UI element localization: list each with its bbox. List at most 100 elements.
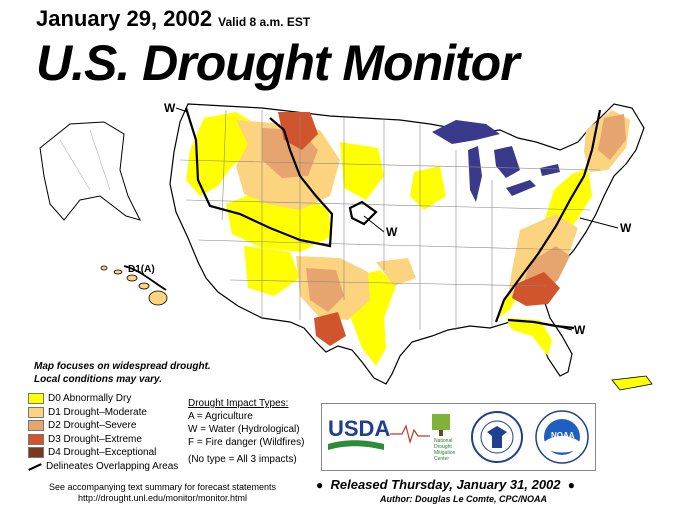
eagle-icon [487,426,507,448]
impact-heading: Drought Impact Types: [188,398,289,409]
legend-item-d0: D0 Abnormally Dry [28,392,178,406]
release-line: ● Released Thursday, January 31, 2002 ● [316,477,575,492]
d3-southeast [512,272,560,306]
noaa-wave [544,436,580,453]
legend-swatch [28,447,44,459]
hawaii-islands [100,265,168,306]
legend: D0 Abnormally Dry D1 Drought–Moderate D2… [28,392,178,473]
lake-superior [432,120,500,144]
alaska-line [59,139,91,191]
release-date: Released Thursday, January 31, 2002 [330,477,561,492]
page-title: U.S. Drought Monitor [36,35,520,91]
great-lakes [432,120,560,202]
valid-time: Valid 8 a.m. EST [218,15,311,29]
commerce-seal [471,411,523,463]
usda-swoosh [328,440,384,450]
legend-swatch [28,406,44,418]
d2-new-mexico [306,268,344,312]
ndmc-logo: National Drought Mitigation Center [390,414,456,462]
d1-oklahoma [376,258,416,286]
bullet-icon: ● [316,478,324,492]
impact-label-w-northwest: W [164,101,176,115]
state-line [179,159,601,171]
lake-ontario [540,164,560,176]
legend-item-d1: D1 Drought–Moderate [28,406,178,420]
hawaii-island [100,265,108,271]
bullet-icon: ● [567,478,576,492]
impact-agriculture: A = Agriculture [188,411,253,422]
usda-text: USDA [328,416,390,441]
overlap-line-southeast [507,318,575,330]
hawaii-island [138,282,150,290]
summary-line1: See accompanying text summary for foreca… [48,482,277,492]
legend-item-d4: D4 Drought–Exceptional [28,446,178,460]
impact-label-w-midatlantic: W [620,221,632,235]
overlap-line-west [184,107,334,248]
alaska-land [39,121,141,221]
impact-label-hawaii: D1(A) [128,264,155,275]
hawaii-island [113,269,123,275]
legend-item-overlap-line: Delineates Overlapping Areas [28,460,178,474]
alaska-boundaries [59,129,111,191]
legend-item-d2: D2 Drought–Severe [28,419,178,433]
label-leader [555,325,573,331]
puerto-rico [611,375,653,391]
ndmc-line3: Mitigation [434,450,456,456]
hawaii-island [148,290,168,306]
legend-label: D2 Drought–Severe [48,420,137,432]
summary-note: See accompanying text summary for foreca… [30,482,295,504]
map-date: January 29, 2002 Valid 8 a.m. EST [36,6,310,32]
overlap-line-east [494,109,602,323]
state-boundaries [179,109,601,330]
d0-plains [340,142,384,200]
label-leader [579,217,619,229]
label-leader [175,107,189,113]
focus-note-line2: Local conditions may vary. [34,374,163,385]
ndmc-line2: Drought [434,444,452,450]
legend-item-d3: D3 Drought–Extreme [28,433,178,447]
state-line [185,199,591,211]
legend-label: Delineates Overlapping Areas [46,460,179,472]
hawaii-overlap-line [123,265,167,291]
overlap-line-swatch [28,462,42,471]
d0-florida [506,318,552,356]
impact-water: W = Water (Hydrological) [188,424,300,435]
d0-southwest [244,246,300,296]
lake-erie [506,180,536,196]
overlap-lines [184,107,602,330]
summary-url[interactable]: http://drought.unl.edu/monitor/monitor.h… [77,493,248,503]
overlap-line-kansas [348,200,378,226]
legend-label: D0 Abnormally Dry [48,393,132,405]
lake-huron [494,146,520,178]
focus-note-line1: Map focuses on widespread drought. [34,361,211,372]
ndmc-line1: National [434,438,452,444]
legend-swatch [28,420,44,432]
state-line [197,239,575,251]
date-text: January 29, 2002 [36,6,213,31]
usda-logo: USDA [328,416,390,450]
legend-label: D3 Drought–Extreme [48,433,142,445]
noaa-logo: NOAA [535,410,589,464]
legend-label: D1 Drought–Moderate [48,406,147,418]
legend-swatch [28,393,44,405]
ndmc-pulse-line [390,424,430,445]
impact-fire: F = Fire danger (Wildfires) [188,437,305,448]
logos-svg: USDA National Drought Mitigation Center … [328,410,589,464]
focus-note: Map focuses on widespread drought. Local… [34,360,211,386]
state-line [221,109,227,221]
ndmc-line4: Center [434,456,449,462]
agency-logos: USDA National Drought Mitigation Center … [321,403,596,471]
impact-label-w-kansas: W [386,225,398,239]
impact-label-w-southeast: W [574,323,586,337]
impact-types: Drought Impact Types: A = Agriculture W … [188,397,304,466]
d2-new-england [598,114,626,160]
alaska-line [89,129,111,191]
ndmc-tree-icon [432,414,450,430]
hawaii-island [126,274,138,282]
ndmc-tree-trunk [439,430,443,436]
legend-label: D4 Drought–Exceptional [48,447,157,459]
d0-northwest [186,112,256,196]
author-line: Author: Douglas Le Comte, CPC/NOAA [380,494,548,504]
d3-texas [314,312,346,346]
